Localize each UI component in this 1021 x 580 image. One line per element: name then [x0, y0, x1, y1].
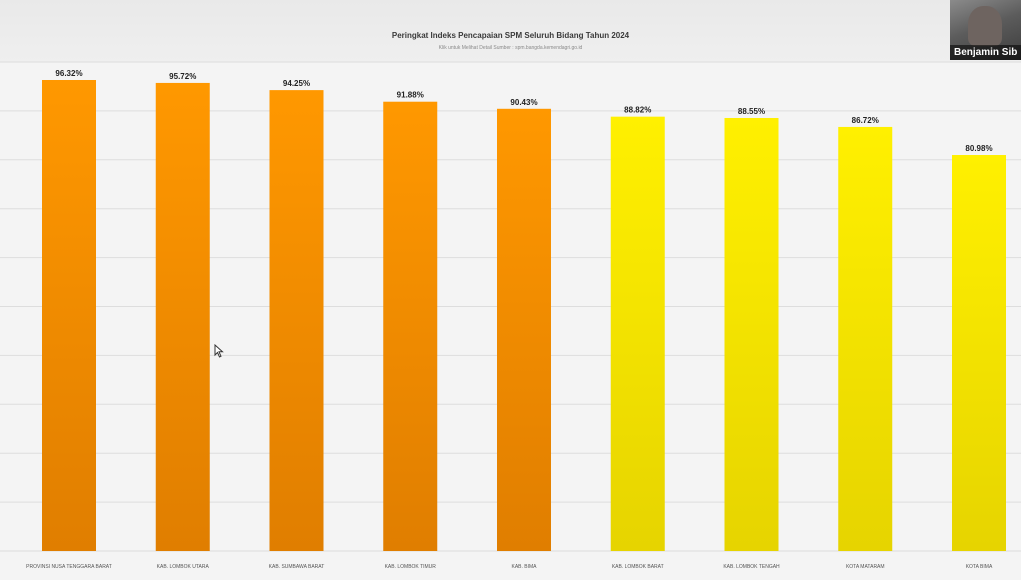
participant-name: Benjamin Sib	[950, 45, 1021, 60]
bar[interactable]	[383, 101, 438, 552]
x-tick-label: KAB. BIMA	[511, 564, 537, 570]
data-label: 94.25%	[283, 79, 310, 88]
x-tick-label: KAB. SUMBAWA BARAT	[269, 564, 325, 570]
bar[interactable]	[269, 90, 324, 552]
data-labels: 96.32% 95.72% 94.25% 91.88% 90.43% 88.82% 88.5…	[55, 69, 992, 153]
x-tick-label: PROVINSI NUSA TENGGARA BARAT	[26, 564, 112, 570]
data-label: 96.32%	[55, 69, 82, 78]
data-label: 88.82%	[624, 106, 651, 115]
data-label: 95.72%	[169, 72, 196, 81]
bar[interactable]	[42, 79, 96, 551]
bar[interactable]	[610, 116, 665, 551]
data-label: 88.55%	[738, 107, 765, 116]
participant-video-thumbnail[interactable]: Benjamin Sib	[950, 0, 1021, 60]
x-tick-label: KAB. LOMBOK TENGAH	[723, 564, 780, 570]
x-tick-labels: PROVINSI NUSA TENGGARA BARAT KAB. LOMBOK …	[26, 564, 993, 570]
bar[interactable]	[155, 82, 210, 551]
chart-subtitle[interactable]: Klik untuk Melihat Detail Sumber : spm.b…	[438, 45, 583, 51]
chart-title: Peringkat Indeks Pencapaian SPM Seluruh …	[391, 31, 630, 40]
data-label: 80.98%	[965, 144, 992, 153]
bar[interactable]	[952, 155, 1006, 551]
bar[interactable]	[724, 117, 779, 551]
chart-header-band	[0, 0, 1021, 62]
x-tick-label: KAB. LOMBOK TIMUR	[385, 564, 437, 570]
bar[interactable]	[497, 108, 551, 551]
x-tick-label: KAB. LOMBOK UTARA	[157, 564, 210, 570]
data-label: 91.88%	[397, 91, 424, 100]
mouse-cursor-icon	[214, 344, 224, 358]
participant-avatar	[968, 6, 1002, 46]
x-tick-label: KOTA BIMA	[966, 564, 993, 570]
bars	[42, 79, 1006, 552]
data-label: 90.43%	[510, 98, 537, 107]
data-label: 86.72%	[852, 116, 879, 125]
bar[interactable]	[838, 126, 893, 551]
x-tick-label: KOTA MATARAM	[846, 564, 885, 570]
x-tick-label: KAB. LOMBOK BARAT	[612, 564, 664, 570]
